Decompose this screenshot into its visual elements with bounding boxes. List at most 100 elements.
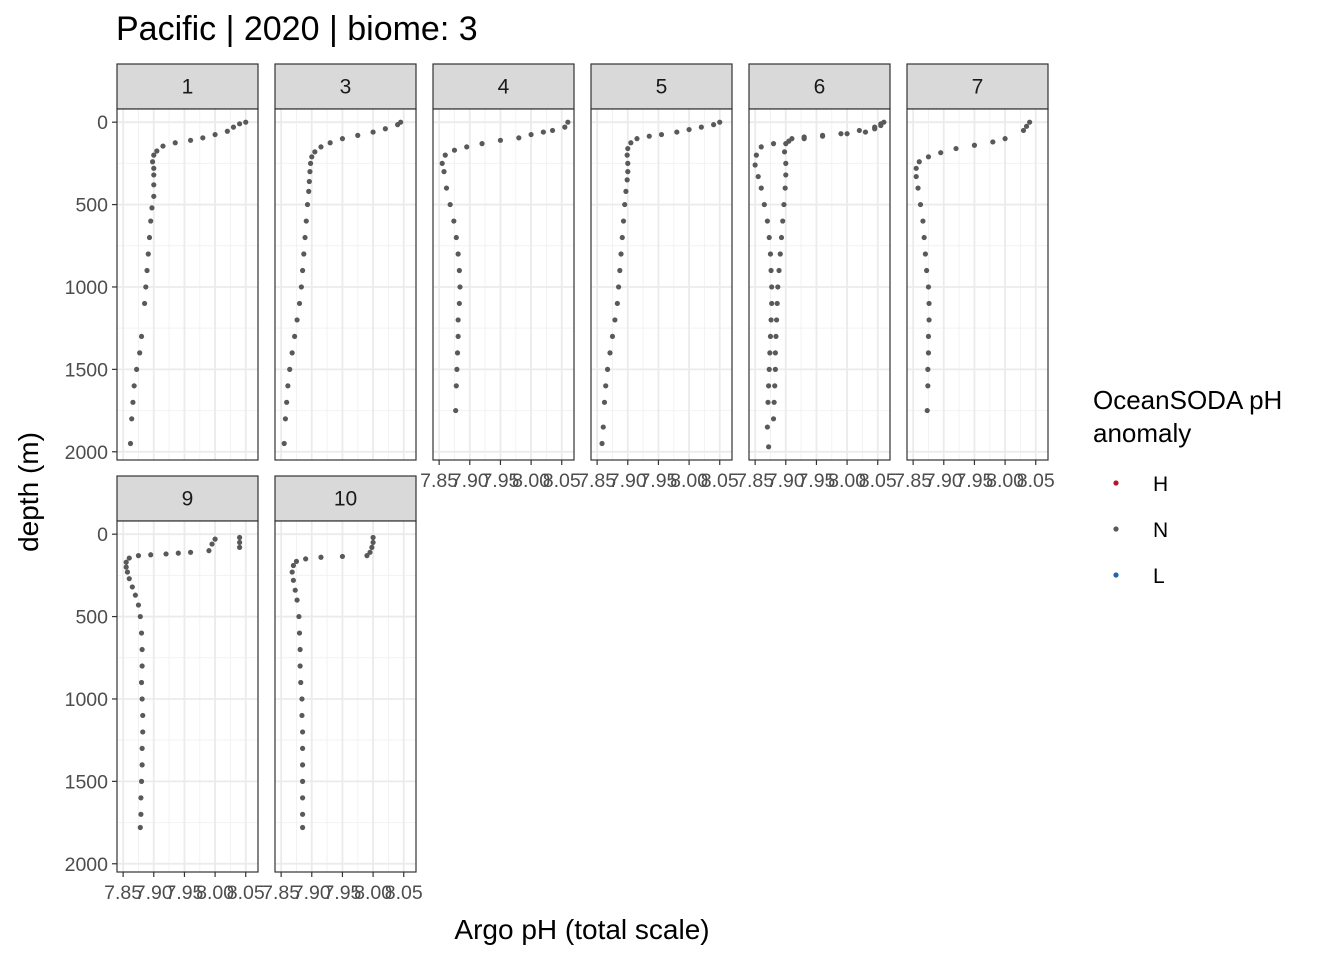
data-point [755, 173, 761, 180]
y-tick-label: 1000 [65, 689, 109, 711]
data-point [771, 399, 777, 405]
data-point [773, 317, 780, 323]
data-point [777, 251, 783, 257]
y-axis-title: depth (m) [13, 432, 44, 552]
x-tick-label: 7.85 [894, 470, 932, 492]
data-point [200, 135, 206, 141]
data-point [781, 201, 787, 208]
data-point [299, 811, 306, 817]
data-point [624, 177, 630, 183]
data-point [299, 267, 306, 274]
data-point [464, 144, 470, 150]
data-point [303, 556, 309, 562]
legend-label-N: N [1153, 519, 1168, 542]
data-point [298, 284, 304, 290]
data-point [297, 663, 303, 669]
data-point [924, 267, 930, 274]
data-point [776, 267, 782, 274]
x-tick-label: 8.05 [701, 470, 739, 492]
data-point [187, 137, 194, 143]
data-point [768, 317, 774, 323]
data-point [925, 350, 932, 356]
data-point [786, 138, 792, 144]
panel-border [116, 520, 259, 873]
data-point [878, 121, 884, 127]
data-point [339, 553, 346, 560]
data-point [243, 119, 249, 125]
data-point [614, 300, 620, 307]
data-point [138, 811, 144, 817]
data-point [971, 142, 978, 148]
data-point [129, 416, 135, 422]
facet-strip-label: 5 [656, 76, 668, 99]
data-point [212, 536, 218, 542]
data-point [872, 124, 878, 130]
data-point [318, 144, 324, 150]
x-tick-label: 7.90 [293, 882, 331, 904]
data-point [141, 300, 148, 307]
panel-border [274, 108, 417, 461]
data-point [148, 552, 154, 558]
facet-strip-label: 9 [182, 488, 194, 511]
data-point [364, 553, 370, 559]
x-tick-label: 8.05 [543, 470, 581, 492]
y-tick-label: 500 [75, 195, 108, 217]
data-point [209, 541, 215, 547]
data-point [151, 165, 157, 171]
data-point [132, 592, 138, 598]
data-point [146, 234, 153, 241]
data-point [623, 188, 629, 194]
data-point [625, 160, 631, 166]
data-point [758, 144, 764, 150]
data-point [625, 145, 631, 152]
x-tick-label: 7.95 [323, 882, 361, 904]
x-tick-label: 7.95 [481, 470, 519, 492]
data-point [455, 333, 461, 340]
data-point [124, 569, 131, 575]
data-point [1023, 123, 1030, 129]
data-point [139, 745, 145, 752]
panel-background [275, 109, 416, 460]
data-point [453, 407, 459, 414]
data-point [601, 399, 608, 405]
data-point [615, 284, 622, 290]
panel-background [591, 109, 732, 460]
data-point [838, 131, 844, 137]
data-point [917, 201, 924, 208]
data-point [212, 131, 218, 138]
data-point [772, 350, 778, 356]
data-point [367, 549, 373, 555]
data-point [355, 132, 361, 138]
data-point [765, 399, 771, 405]
data-point [772, 366, 778, 372]
data-point [137, 350, 143, 356]
x-tick-label: 8.00 [196, 882, 234, 904]
facet-strip-label: 3 [340, 76, 352, 99]
x-tick-label: 7.85 [104, 882, 142, 904]
data-point [309, 154, 315, 160]
data-point [306, 188, 312, 194]
x-tick-label: 8.00 [512, 470, 550, 492]
facet-strip-label: 7 [972, 76, 984, 99]
data-point [138, 630, 145, 636]
x-tick-label: 7.95 [797, 470, 835, 492]
data-point [775, 284, 781, 290]
data-point [289, 569, 295, 575]
legend-label-L: L [1153, 565, 1165, 588]
y-tick-label: 2000 [65, 854, 109, 876]
data-point [453, 383, 459, 389]
data-point [306, 178, 312, 185]
data-point [455, 317, 461, 323]
data-point [764, 218, 770, 224]
panel-border [274, 520, 417, 873]
y-tick-label: 500 [75, 607, 108, 629]
x-tick-label: 8.00 [354, 882, 392, 904]
x-tick-label: 7.95 [955, 470, 993, 492]
data-point [772, 383, 778, 389]
data-point [149, 205, 155, 211]
data-point [175, 550, 181, 556]
data-point [497, 137, 504, 143]
data-point [600, 424, 606, 430]
